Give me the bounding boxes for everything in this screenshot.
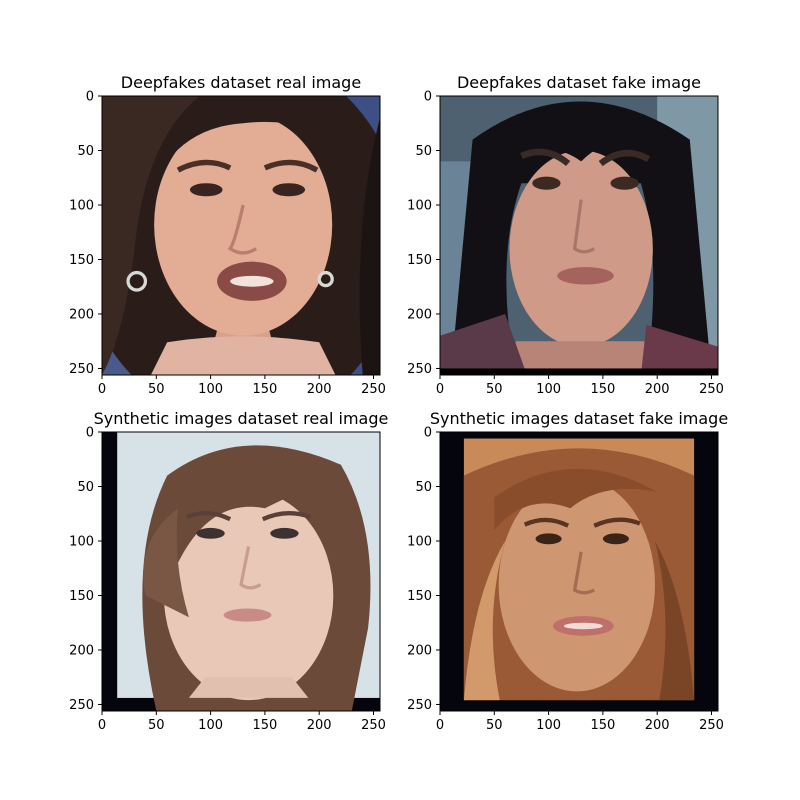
x-tick-label: 200 xyxy=(645,382,670,397)
x-tick-label: 100 xyxy=(198,382,223,397)
x-tick-label: 50 xyxy=(486,718,503,733)
x-tick-label: 200 xyxy=(645,718,670,733)
x-tick-label: 150 xyxy=(252,718,277,733)
axes-frame xyxy=(101,431,381,712)
x-tick-label: 50 xyxy=(148,382,165,397)
y-tick-label: 150 xyxy=(407,253,432,268)
x-tick-label: 100 xyxy=(536,382,561,397)
x-tick-label: 150 xyxy=(590,718,615,733)
panel-image-face-photo-dark-hair-speaking xyxy=(102,96,380,375)
y-tick-label: 150 xyxy=(69,589,94,604)
y-tick-label: 200 xyxy=(69,643,94,658)
y-tick-label: 200 xyxy=(407,643,432,658)
x-tick-label: 150 xyxy=(252,382,277,397)
x-tick-label: 50 xyxy=(486,382,503,397)
y-tick-label: 50 xyxy=(77,144,94,159)
axes-frame xyxy=(439,95,719,376)
panel-title: Synthetic images dataset fake image xyxy=(430,409,728,428)
panel-title: Deepfakes dataset real image xyxy=(121,73,361,92)
y-tick-label: 250 xyxy=(407,698,432,713)
y-tick-label: 200 xyxy=(69,307,94,322)
panel-image-face-photo-generated-auburn-hair xyxy=(440,432,718,711)
x-tick-label: 250 xyxy=(361,718,386,733)
y-tick-label: 100 xyxy=(407,198,432,213)
panel-title: Deepfakes dataset fake image xyxy=(457,73,701,92)
y-tick-label: 0 xyxy=(424,90,432,105)
y-tick-label: 250 xyxy=(69,362,94,377)
y-tick-label: 250 xyxy=(69,698,94,713)
panel-title: Synthetic images dataset real image xyxy=(94,409,389,428)
y-tick-label: 100 xyxy=(69,534,94,549)
y-tick-label: 50 xyxy=(415,144,432,159)
y-tick-label: 100 xyxy=(69,198,94,213)
panel-image-face-photo-manipulated-long-black-hair xyxy=(440,96,718,375)
y-tick-label: 50 xyxy=(415,480,432,495)
y-tick-label: 200 xyxy=(407,307,432,322)
axes-frame xyxy=(439,431,719,712)
x-tick-label: 0 xyxy=(436,718,444,733)
y-tick-label: 50 xyxy=(77,480,94,495)
x-tick-label: 50 xyxy=(148,718,165,733)
panel-2: Deepfakes dataset fake image 0 50 100 150 200… xyxy=(407,73,724,397)
x-tick-label: 250 xyxy=(699,718,724,733)
y-tick-label: 100 xyxy=(407,534,432,549)
y-tick-label: 0 xyxy=(86,90,94,105)
y-tick-label: 150 xyxy=(69,253,94,268)
x-tick-label: 250 xyxy=(699,382,724,397)
x-tick-label: 100 xyxy=(536,718,561,733)
y-tick-label: 150 xyxy=(407,589,432,604)
x-tick-label: 150 xyxy=(590,382,615,397)
x-tick-label: 100 xyxy=(198,718,223,733)
x-tick-label: 200 xyxy=(307,382,332,397)
x-tick-label: 0 xyxy=(98,718,106,733)
x-tick-label: 0 xyxy=(436,382,444,397)
panel-1: Deepfakes dataset real image 0 50 100 150 200… xyxy=(69,73,386,397)
axes-frame xyxy=(101,95,381,376)
panel-image-face-photo-light-background-side-bangs xyxy=(102,432,380,711)
y-tick-label: 250 xyxy=(407,362,432,377)
x-tick-label: 0 xyxy=(98,382,106,397)
y-tick-label: 0 xyxy=(424,426,432,441)
y-tick-label: 0 xyxy=(86,426,94,441)
x-tick-label: 250 xyxy=(361,382,386,397)
x-tick-label: 200 xyxy=(307,718,332,733)
